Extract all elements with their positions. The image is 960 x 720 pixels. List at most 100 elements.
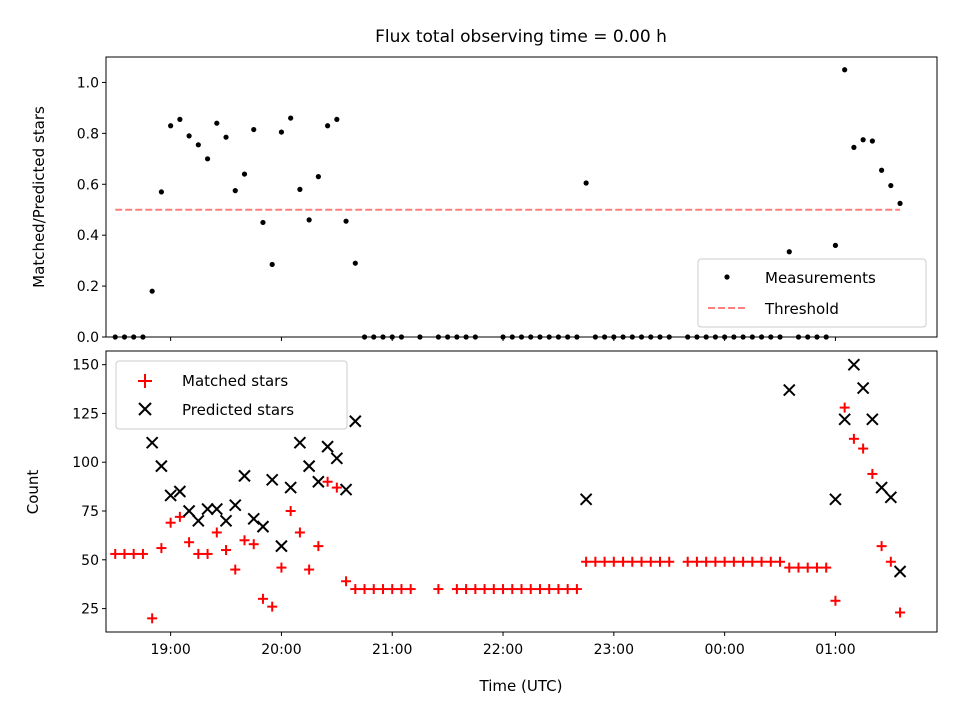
- top-y-ticks: 0.0 0.2 0.4 0.6 0.8 1.0: [77, 75, 106, 346]
- predicted-star-point: [173, 485, 187, 498]
- predicted-star-point: [145, 436, 159, 449]
- matched-star-point: [839, 402, 850, 413]
- measurement-point: [786, 249, 792, 255]
- top-legend: Measurements Threshold: [697, 258, 927, 328]
- matched-star-point: [664, 556, 675, 567]
- top-axes-frame: [105, 56, 938, 338]
- predicted-star-point: [219, 514, 233, 527]
- matched-star-point: [793, 562, 804, 573]
- legend-measurements-marker: [724, 274, 730, 280]
- predicted-star-point: [579, 493, 593, 506]
- bottom-x-tick-label: 20:00: [261, 642, 301, 658]
- bottom-x-tick-label: 01:00: [815, 642, 855, 658]
- matched-star-point: [562, 584, 573, 595]
- measurement-point: [325, 123, 331, 129]
- top-y-tick-label: 1.0: [77, 75, 99, 91]
- matched-star-point: [636, 556, 647, 567]
- measurement-point: [269, 261, 275, 268]
- matched-star-point: [331, 482, 342, 493]
- matched-star-point: [230, 564, 241, 575]
- matched-star-point: [110, 548, 121, 559]
- predicted-star-point: [321, 440, 334, 453]
- predicted-star-point: [182, 504, 196, 518]
- predicted-star-point: [847, 358, 861, 371]
- bottom-plot-area: [110, 358, 907, 624]
- matched-star-point: [128, 548, 139, 559]
- measurement-point: [860, 137, 866, 143]
- matched-star-point: [867, 468, 878, 479]
- measurement-point: [149, 288, 155, 294]
- predicted-star-point: [201, 502, 214, 516]
- matched-star-point: [165, 517, 176, 528]
- predicted-star-point: [210, 502, 224, 516]
- matched-star-point: [193, 548, 204, 559]
- measurement-point: [869, 138, 875, 144]
- matched-star-point: [618, 556, 629, 567]
- matched-star-point: [396, 584, 407, 595]
- bottom-y-tick-label: 50: [81, 553, 99, 569]
- measurement-point: [343, 218, 349, 224]
- bottom-axes-frame: [105, 350, 938, 633]
- predicted-star-point: [856, 381, 870, 395]
- matched-star-point: [599, 556, 610, 567]
- measurement-point: [251, 126, 257, 133]
- matched-star-point: [350, 584, 361, 595]
- legend-predicted-marker: [138, 402, 152, 416]
- bottom-y-tick-label: 125: [72, 406, 99, 422]
- matched-star-point: [276, 562, 287, 573]
- matched-star-point: [728, 556, 739, 567]
- matched-star-point: [608, 556, 619, 567]
- measurement-point: [851, 144, 857, 150]
- predicted-star-point: [155, 459, 168, 473]
- measurement-point: [352, 260, 358, 266]
- measurement-point: [297, 186, 303, 192]
- predicted-star-point: [866, 413, 879, 426]
- predicted-star-point: [192, 514, 205, 527]
- measurement-point: [888, 182, 894, 189]
- bottom-x-tick-label: 21:00: [372, 642, 412, 658]
- measurement-point: [214, 120, 220, 126]
- matched-star-point: [811, 562, 822, 573]
- matched-star-point: [821, 562, 832, 573]
- matched-star-point: [387, 584, 398, 595]
- predicted-star-point: [256, 520, 270, 533]
- predicted-star-point: [302, 459, 316, 473]
- matched-star-point: [876, 541, 887, 552]
- matched-star-point: [516, 584, 527, 595]
- measurement-point: [842, 67, 848, 73]
- matched-star-point: [322, 476, 333, 487]
- matched-star-point: [747, 556, 758, 567]
- predicted-star-point: [293, 436, 307, 449]
- bottom-x-tick-label: 19:00: [150, 642, 190, 658]
- matched-star-point: [691, 556, 702, 567]
- legend-matched-label: Matched stars: [182, 372, 288, 390]
- legend-predicted-label: Predicted stars: [182, 401, 294, 419]
- predicted-star-point: [247, 512, 260, 526]
- measurement-point: [583, 180, 589, 186]
- matched-star-point: [710, 556, 721, 567]
- matched-star-point: [313, 541, 324, 552]
- matched-star-point: [784, 562, 795, 573]
- matched-star-point: [534, 584, 545, 595]
- bottom-y-tick-label: 25: [81, 602, 99, 618]
- chart-title: Flux total observing time = 0.00 h: [375, 27, 667, 47]
- measurement-point: [168, 123, 174, 129]
- matched-star-point: [848, 433, 859, 444]
- top-y-tick-label: 0.8: [77, 126, 99, 142]
- bottom-y-ticks: 25 50 75 100 125 150: [72, 358, 106, 618]
- matched-star-point: [682, 556, 693, 567]
- bottom-y-axis-label: Count: [24, 470, 42, 515]
- matched-star-point: [479, 584, 490, 595]
- matched-star-point: [858, 443, 869, 454]
- matched-star-point: [544, 584, 555, 595]
- predicted-star-point: [164, 489, 177, 502]
- matched-star-point: [581, 556, 592, 567]
- matched-star-point: [257, 593, 268, 604]
- matched-star-point: [701, 556, 712, 567]
- matched-star-point: [590, 556, 601, 567]
- matched-star-point: [267, 601, 278, 612]
- measurement-point: [260, 219, 266, 226]
- bottom-x-tick-label: 23:00: [594, 642, 634, 658]
- predicted-star-point: [884, 491, 898, 504]
